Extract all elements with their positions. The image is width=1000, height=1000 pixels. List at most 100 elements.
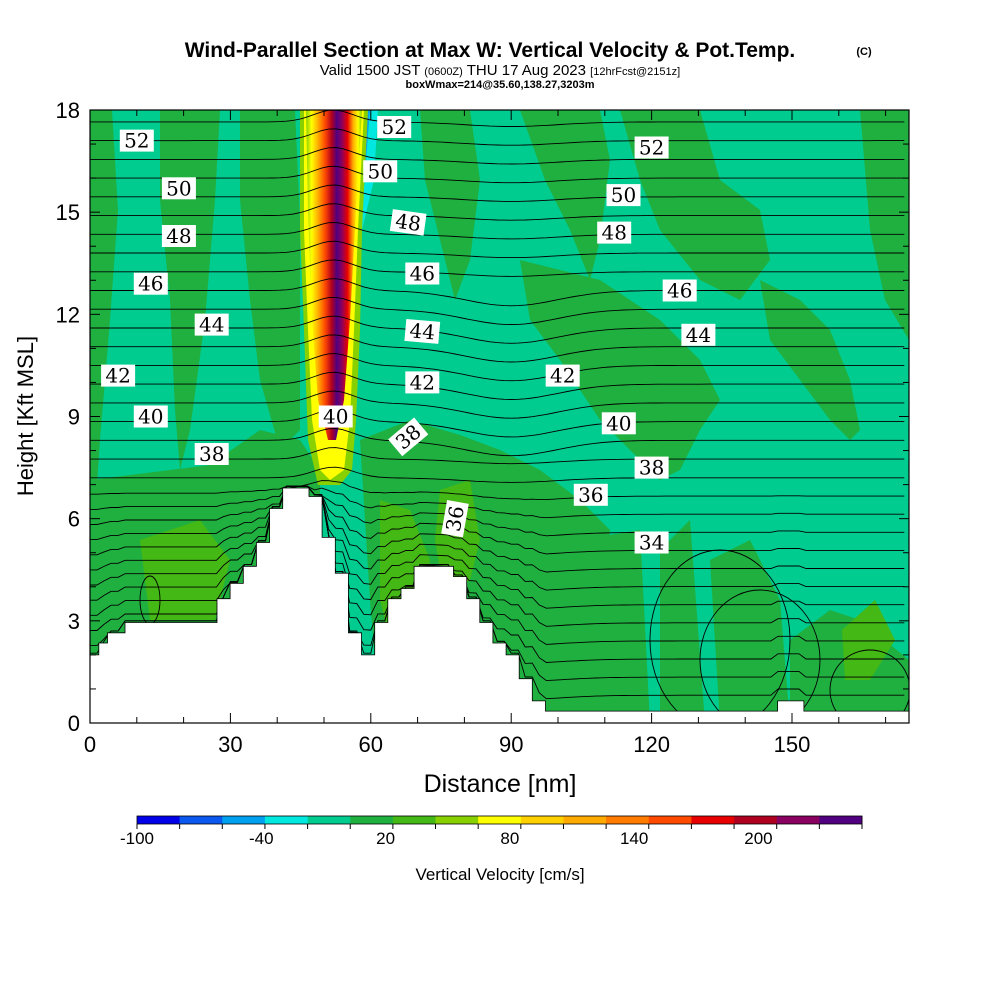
theta-label: 52 bbox=[377, 115, 412, 139]
field-patch bbox=[842, 600, 895, 680]
colorbar: -100 -40 20 80 140 200 bbox=[120, 815, 863, 848]
theta-contour-closed bbox=[649, 549, 791, 723]
theta-label-box bbox=[634, 531, 669, 554]
y-tick-label: 3 bbox=[68, 609, 80, 634]
field-patch bbox=[160, 110, 220, 470]
theta-label: 44 bbox=[404, 318, 441, 344]
theta-label-box bbox=[363, 160, 398, 183]
theta-contour-line bbox=[90, 485, 905, 537]
theta-label: 52 bbox=[119, 129, 154, 153]
theta-label-box bbox=[662, 279, 697, 302]
theta-label-text: 44 bbox=[686, 323, 711, 347]
theta-label-box bbox=[606, 184, 641, 207]
theta-contour-line bbox=[90, 334, 905, 363]
theta-label-box bbox=[441, 500, 469, 538]
colorbar-swatch bbox=[776, 816, 820, 824]
field-patch bbox=[570, 530, 650, 723]
theta-label-box bbox=[634, 456, 669, 479]
subtitle-valid: Valid 1500 JST bbox=[320, 62, 420, 79]
colorbar-swatch bbox=[435, 816, 479, 824]
y-axis-label: Height [Kft MSL] bbox=[13, 336, 38, 496]
theta-label-text: 40 bbox=[323, 405, 348, 429]
colorbar-swatch bbox=[520, 816, 564, 824]
theta-label-text: 50 bbox=[367, 159, 392, 183]
theta-label-text: 46 bbox=[667, 279, 692, 303]
theta-label-box bbox=[405, 262, 440, 285]
theta-label-box bbox=[133, 272, 168, 295]
theta-label: 52 bbox=[634, 136, 669, 160]
x-tick-label: 120 bbox=[633, 732, 670, 757]
theta-label-text: 38 bbox=[199, 442, 224, 466]
theta-contour-line bbox=[90, 485, 905, 573]
colorbar-swatch bbox=[137, 816, 181, 824]
theta-label-box bbox=[318, 405, 353, 428]
theta-label: 48 bbox=[389, 209, 427, 236]
theta-label-box bbox=[634, 136, 669, 159]
theta-label: 38 bbox=[634, 456, 669, 480]
theta-label-box bbox=[194, 313, 229, 336]
chart-title: Wind-Parallel Section at Max W: Vertical… bbox=[185, 39, 796, 62]
subtitle-fcst: [12hrFcst@2151z] bbox=[590, 66, 680, 78]
colorbar-tick-label: 200 bbox=[744, 829, 772, 848]
theta-label-text: 36 bbox=[441, 504, 469, 533]
field-patch bbox=[420, 110, 480, 300]
theta-label-box bbox=[597, 221, 632, 244]
subtitle-utc: (0600Z) bbox=[424, 66, 463, 78]
theta-label: 36 bbox=[573, 483, 608, 507]
theta-contour-line bbox=[90, 485, 905, 627]
theta-label-text: 46 bbox=[138, 272, 163, 296]
terrain bbox=[90, 487, 909, 723]
colorbar-swatch bbox=[179, 816, 223, 824]
theta-contour-line bbox=[90, 485, 905, 645]
theta-contour-line bbox=[90, 165, 905, 184]
colorbar-swatch bbox=[222, 816, 266, 824]
theta-label-text: 40 bbox=[138, 405, 163, 429]
theta-label: 46 bbox=[662, 279, 697, 303]
y-tick-label: 0 bbox=[68, 711, 80, 736]
theta-label-text: 42 bbox=[410, 370, 435, 394]
y-tick-label: 18 bbox=[56, 98, 80, 123]
theta-contour-line bbox=[90, 485, 905, 519]
theta-contour-line bbox=[90, 128, 905, 146]
theta-contour-line bbox=[90, 203, 905, 221]
copyright-mark: (C) bbox=[856, 46, 872, 58]
theta-label-text: 50 bbox=[611, 183, 636, 207]
theta-label-box bbox=[601, 412, 636, 435]
box-info: boxWmax=214@35.60,138.27,3203m bbox=[406, 79, 595, 91]
theta-label: 42 bbox=[545, 364, 580, 388]
theta-label-text: 44 bbox=[199, 313, 224, 337]
x-tick-label: 0 bbox=[84, 732, 96, 757]
theta-label-box bbox=[681, 323, 716, 346]
theta-label-text: 52 bbox=[381, 115, 406, 139]
theta-label: 42 bbox=[405, 370, 440, 394]
theta-label-box bbox=[404, 318, 441, 344]
theta-contour-line bbox=[90, 390, 905, 419]
theta-label-text: 48 bbox=[166, 224, 191, 248]
theta-contour-line bbox=[90, 480, 905, 501]
plot-area bbox=[90, 110, 909, 723]
theta-label: 50 bbox=[363, 159, 398, 183]
subtitle-line: Valid 1500 JST (0600Z) THU 17 Aug 2023 [… bbox=[320, 62, 680, 79]
colorbar-swatch bbox=[691, 816, 735, 824]
theta-label-text: 52 bbox=[124, 129, 149, 153]
colorbar-swatch bbox=[478, 816, 522, 824]
theta-label: 38 bbox=[194, 442, 229, 466]
y-tick-label: 6 bbox=[68, 507, 80, 532]
x-tick-label: 90 bbox=[499, 732, 523, 757]
colorbar-frame bbox=[136, 815, 863, 825]
theta-label-box bbox=[405, 371, 440, 394]
colorbar-swatch bbox=[264, 816, 308, 824]
field-patch bbox=[140, 520, 230, 620]
theta-label-text: 48 bbox=[601, 221, 626, 245]
theta-contour-line bbox=[90, 110, 905, 127]
theta-label-text: 48 bbox=[394, 209, 423, 236]
theta-label-box bbox=[389, 209, 427, 236]
colorbar-tick-label: 20 bbox=[376, 829, 395, 848]
theta-label-box bbox=[388, 417, 429, 457]
theta-contour-line bbox=[90, 184, 905, 202]
field-patch bbox=[520, 110, 610, 280]
theta-label-text: 42 bbox=[550, 364, 575, 388]
x-axis-label: Distance [nm] bbox=[424, 770, 577, 798]
